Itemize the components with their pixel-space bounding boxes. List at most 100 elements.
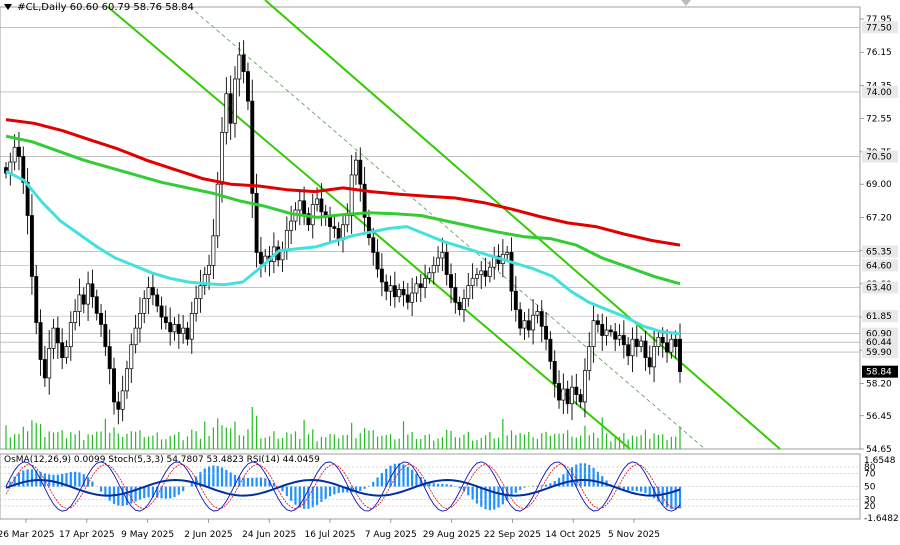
symbol-label: #CL,Daily xyxy=(17,2,67,13)
price-level-label: 59.90 xyxy=(866,348,892,358)
candle-body xyxy=(621,335,626,346)
main-plot-area xyxy=(0,6,861,450)
price-level-label: 74.00 xyxy=(866,88,892,98)
candle-body xyxy=(258,252,263,264)
rsi-line xyxy=(5,478,681,497)
candle-body xyxy=(245,71,250,102)
candle-body xyxy=(379,268,384,283)
candle-body xyxy=(181,327,186,335)
candle-body xyxy=(630,338,635,357)
candle-body xyxy=(228,93,233,124)
date-tick-label: 5 Nov 2025 xyxy=(608,530,660,540)
last-price-box xyxy=(862,365,898,378)
candle-body xyxy=(150,287,155,296)
candle-body xyxy=(163,316,168,323)
candle-body xyxy=(617,335,622,340)
candle-body xyxy=(639,340,644,347)
candle-body xyxy=(172,324,177,333)
candle-body xyxy=(544,325,549,340)
candle-body xyxy=(613,331,618,340)
candle-body xyxy=(86,283,91,305)
candle-body xyxy=(604,329,609,336)
candle-body xyxy=(366,217,371,239)
osma-label: OsMA(12,26,9) 0.0099 xyxy=(4,455,106,465)
price-tick-label: 56.45 xyxy=(866,412,892,422)
candle-body xyxy=(51,327,56,349)
price-level-box xyxy=(862,259,898,272)
moving-averages xyxy=(5,118,681,336)
candle-body xyxy=(211,235,216,266)
candle-body xyxy=(574,386,579,395)
scroll-marker-icon[interactable] xyxy=(681,0,691,6)
stoch-level-label: 20 xyxy=(864,502,876,512)
volume-bars xyxy=(5,407,681,449)
candle-body xyxy=(142,298,147,314)
candle-body xyxy=(539,311,544,327)
candle-body xyxy=(55,327,60,344)
price-level-label: 64.60 xyxy=(866,261,892,271)
candle-body xyxy=(652,346,657,368)
candle-body xyxy=(189,313,194,340)
candle-body xyxy=(522,320,527,329)
candle-body xyxy=(591,320,596,347)
candle-body xyxy=(237,54,242,80)
candle-body xyxy=(77,294,82,312)
osma-max-label: 1.6548 xyxy=(864,456,896,466)
candle-body xyxy=(384,281,389,292)
candle-body xyxy=(336,228,341,240)
date-tick-label: 24 Jun 2025 xyxy=(242,530,296,540)
candle-body xyxy=(280,250,285,261)
candle-body xyxy=(660,336,665,344)
price-tick-label: 77.95 xyxy=(866,15,892,25)
candle-body xyxy=(215,183,220,237)
candle-body xyxy=(34,276,39,323)
stoch-label: Stoch(5,3,3) 54.7807 53.4823 xyxy=(108,455,244,465)
candle-body xyxy=(669,338,674,353)
price-level-label: 60.44 xyxy=(866,338,892,348)
candle-body xyxy=(444,252,449,275)
candle-body xyxy=(198,285,203,299)
date-tick-label: 29 Aug 2025 xyxy=(423,530,481,540)
candle-body xyxy=(673,338,678,347)
candle-body xyxy=(647,357,652,368)
candle-body xyxy=(509,252,514,292)
candle-body xyxy=(388,285,393,292)
candle-body xyxy=(42,359,47,379)
candle-body xyxy=(678,338,682,373)
candle-body xyxy=(107,346,112,370)
ohlc-label: 60.60 60.79 58.76 58.84 xyxy=(69,2,194,13)
price-tick-label: 58.20 xyxy=(866,379,892,389)
candle-body xyxy=(155,294,160,307)
candle-body xyxy=(220,132,224,185)
moving-average-line xyxy=(5,118,681,247)
candle-body xyxy=(392,285,397,298)
indicator-title: OsMA(12,26,9) 0.0099 Stoch(5,3,3) 54.780… xyxy=(4,455,320,465)
candle-body xyxy=(436,257,441,266)
candle-body xyxy=(582,370,587,403)
candle-body xyxy=(168,322,173,333)
dropdown-triangle-icon[interactable] xyxy=(4,4,12,10)
candle-body xyxy=(21,156,26,183)
candle-body xyxy=(665,342,669,353)
candle-body xyxy=(470,277,475,287)
candle-body xyxy=(362,183,367,218)
candle-body xyxy=(414,283,419,294)
candle-body xyxy=(570,386,574,405)
candle-body xyxy=(38,322,43,360)
candle-body xyxy=(137,313,142,329)
price-axis: 77.9576.1574.3572.5570.7569.0067.2065.40… xyxy=(860,15,898,455)
candle-body xyxy=(99,313,104,325)
osma-min-label: -1.6482 xyxy=(864,514,899,524)
candle-body xyxy=(453,287,458,303)
candle-body xyxy=(310,204,315,226)
candle-body xyxy=(565,388,570,405)
candle-body xyxy=(345,215,350,226)
candle-body xyxy=(587,346,592,371)
candle-body xyxy=(595,320,600,325)
candle-body xyxy=(120,390,125,410)
date-tick-label: 14 Oct 2025 xyxy=(545,530,601,540)
price-level-box xyxy=(862,346,898,359)
candle-body xyxy=(608,329,613,333)
price-tick-label: 76.15 xyxy=(866,48,892,58)
